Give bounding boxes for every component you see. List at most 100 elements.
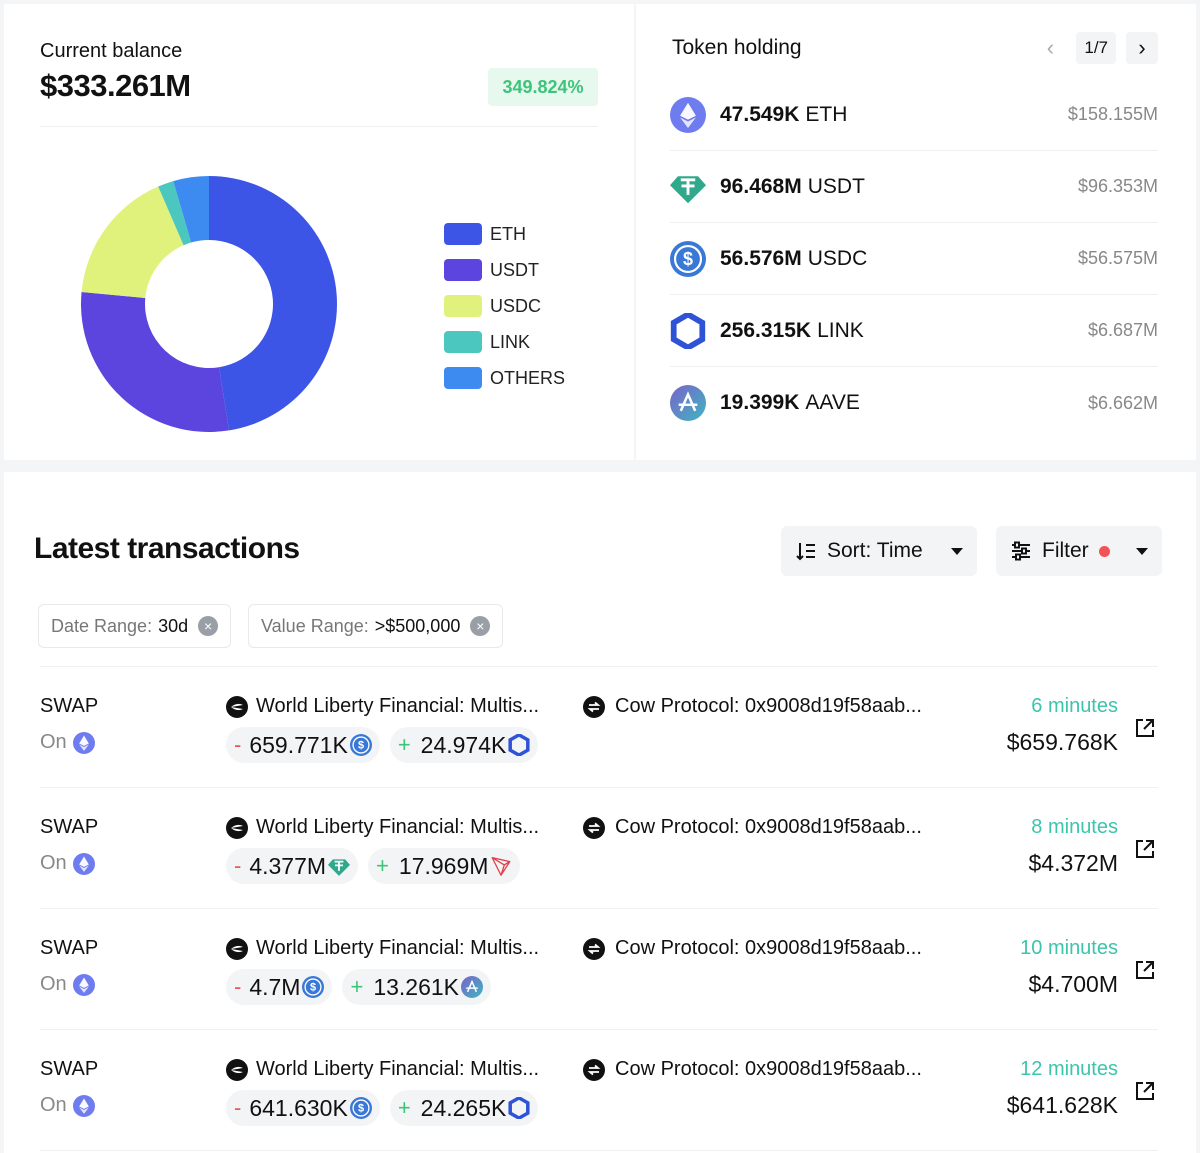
legend-item-link[interactable]: LINK <box>444 324 565 360</box>
external-link-icon[interactable] <box>1134 838 1156 860</box>
holding-row-aave[interactable]: 19.399K AAVE $6.662M <box>670 367 1158 439</box>
holding-row-usdc[interactable]: $ 56.576M USDC $56.575M <box>670 223 1158 295</box>
date-range-chip[interactable]: Date Range: 30d × <box>38 604 232 648</box>
legend-swatch <box>444 259 482 281</box>
sort-button[interactable]: Sort: Time <box>781 526 977 576</box>
eth-icon <box>72 852 95 875</box>
usdc-icon: $ <box>349 734 372 756</box>
legend-item-others[interactable]: OTHERS <box>444 360 565 396</box>
holding-list: 47.549K ETH $158.155M 96.468M USDT $96.3… <box>670 79 1158 439</box>
plus-icon: + <box>397 732 411 757</box>
in-amount: 13.261K <box>373 973 460 1000</box>
out-amount: 4.377M <box>249 852 327 879</box>
tx-to-entity[interactable]: Cow Protocol: 0x9008d19f58aab... <box>583 1058 922 1081</box>
transaction-row[interactable]: SWAP On World Liberty Financial: Multis.… <box>40 667 1158 788</box>
svg-text:$: $ <box>310 982 316 994</box>
next-page-button[interactable]: › <box>1126 32 1158 64</box>
holding-symbol: AAVE <box>805 391 860 414</box>
tx-from-entity[interactable]: World Liberty Financial: Multis... <box>226 816 539 839</box>
holding-amount: 19.399K <box>720 391 800 414</box>
remove-chip-icon[interactable]: × <box>470 616 491 636</box>
transaction-row[interactable]: SWAP On World Liberty Financial: Multis.… <box>40 1030 1158 1151</box>
world-liberty-icon <box>226 816 248 839</box>
external-link-icon[interactable] <box>1134 959 1156 981</box>
tx-value: $641.628K <box>1006 1092 1118 1118</box>
cow-protocol-icon <box>583 1058 605 1081</box>
eth-icon <box>72 1094 95 1117</box>
legend-label: LINK <box>490 331 531 352</box>
value-range-chip[interactable]: Value Range: >$500,000 × <box>248 604 504 648</box>
page-indicator: 1/7 <box>1076 32 1116 64</box>
transaction-row[interactable]: SWAP On World Liberty Financial: Multis.… <box>40 909 1158 1030</box>
minus-icon: - <box>234 853 242 878</box>
in-amount: 17.969M <box>398 852 489 879</box>
holding-amount: 56.576M <box>720 246 802 270</box>
filter-button[interactable]: Filter <box>996 526 1162 576</box>
tx-to-entity[interactable]: Cow Protocol: 0x9008d19f58aab... <box>583 937 922 960</box>
prev-page-button[interactable]: ‹ <box>1034 32 1066 64</box>
holding-row-usdt[interactable]: 96.468M USDT $96.353M <box>670 151 1158 223</box>
tx-value: $4.700M <box>1028 971 1118 997</box>
to-label: Cow Protocol: 0x9008d19f58aab... <box>615 1058 922 1080</box>
external-link-icon[interactable] <box>1134 717 1156 739</box>
eth-icon <box>72 731 95 754</box>
minus-icon: - <box>234 732 242 757</box>
pager: ‹ 1/7 › <box>1034 32 1158 64</box>
donut-chart <box>81 176 337 432</box>
minus-icon: - <box>234 974 242 999</box>
pie-slice-eth[interactable] <box>209 176 337 431</box>
tx-time: 6 minutes <box>1031 695 1118 717</box>
remove-chip-icon[interactable]: × <box>198 616 219 636</box>
out-amount-pill: - 4.7M $ <box>226 969 333 1005</box>
tx-to-entity[interactable]: Cow Protocol: 0x9008d19f58aab... <box>583 816 922 839</box>
chain-label: On <box>40 973 67 995</box>
world-liberty-icon <box>226 695 248 718</box>
usdt-icon <box>328 855 351 877</box>
tx-from-entity[interactable]: World Liberty Financial: Multis... <box>226 695 539 718</box>
sort-icon <box>796 543 815 561</box>
legend-label: ETH <box>490 223 526 244</box>
tx-from-entity[interactable]: World Liberty Financial: Multis... <box>226 1058 539 1081</box>
out-amount: 641.630K <box>249 1094 348 1121</box>
usdc-icon: $ <box>349 1097 372 1119</box>
pie-slice-others[interactable] <box>173 176 209 243</box>
tx-from-entity[interactable]: World Liberty Financial: Multis... <box>226 937 539 960</box>
svg-text:$: $ <box>683 249 693 269</box>
pie-slice-usdc[interactable] <box>81 186 184 298</box>
out-amount-pill: - 659.771K $ <box>226 727 380 763</box>
legend-swatch <box>444 295 482 317</box>
filter-sliders-icon <box>1012 541 1030 561</box>
in-amount: 24.974K <box>420 731 507 758</box>
legend-item-usdt[interactable]: USDT <box>444 252 565 288</box>
holding-row-eth[interactable]: 47.549K ETH $158.155M <box>670 79 1158 151</box>
holding-usd-value: $56.575M <box>1077 248 1158 268</box>
chip-key: Date Range: <box>51 615 153 636</box>
tx-amounts: - 4.377M + 17.969M <box>226 848 521 884</box>
holding-row-link[interactable]: 256.315K LINK $6.687M <box>670 295 1158 367</box>
pie-slice-link[interactable] <box>158 181 192 246</box>
chip-value: 30d <box>158 615 189 636</box>
out-amount: 659.771K <box>249 731 348 758</box>
legend-item-eth[interactable]: ETH <box>444 216 565 252</box>
legend-item-usdc[interactable]: USDC <box>444 288 565 324</box>
legend-label: USDT <box>490 259 539 280</box>
tx-type: SWAP <box>40 1058 99 1080</box>
external-link-icon[interactable] <box>1134 1080 1156 1102</box>
link-icon <box>670 312 706 349</box>
tx-time: 12 minutes <box>1020 1058 1118 1080</box>
change-badge: 349.824% <box>488 68 598 106</box>
legend-swatch <box>444 331 482 353</box>
holding-title: Token holding <box>672 36 802 59</box>
world-liberty-icon <box>226 937 248 960</box>
tx-to-entity[interactable]: Cow Protocol: 0x9008d19f58aab... <box>583 695 922 718</box>
active-filter-dot <box>1098 545 1110 557</box>
chain-label: On <box>40 1094 67 1116</box>
cow-protocol-icon <box>583 816 605 839</box>
legend-swatch <box>444 223 482 245</box>
transaction-row[interactable]: SWAP On World Liberty Financial: Multis.… <box>40 788 1158 909</box>
aave-icon <box>461 976 484 998</box>
pie-slice-usdt[interactable] <box>81 291 230 432</box>
eth-icon <box>72 973 95 996</box>
from-label: World Liberty Financial: Multis... <box>256 937 540 959</box>
legend-swatch <box>444 367 482 389</box>
